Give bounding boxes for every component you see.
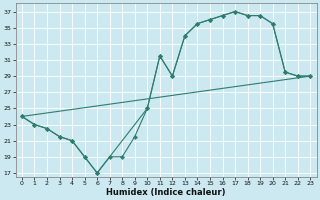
X-axis label: Humidex (Indice chaleur): Humidex (Indice chaleur) (106, 188, 226, 197)
